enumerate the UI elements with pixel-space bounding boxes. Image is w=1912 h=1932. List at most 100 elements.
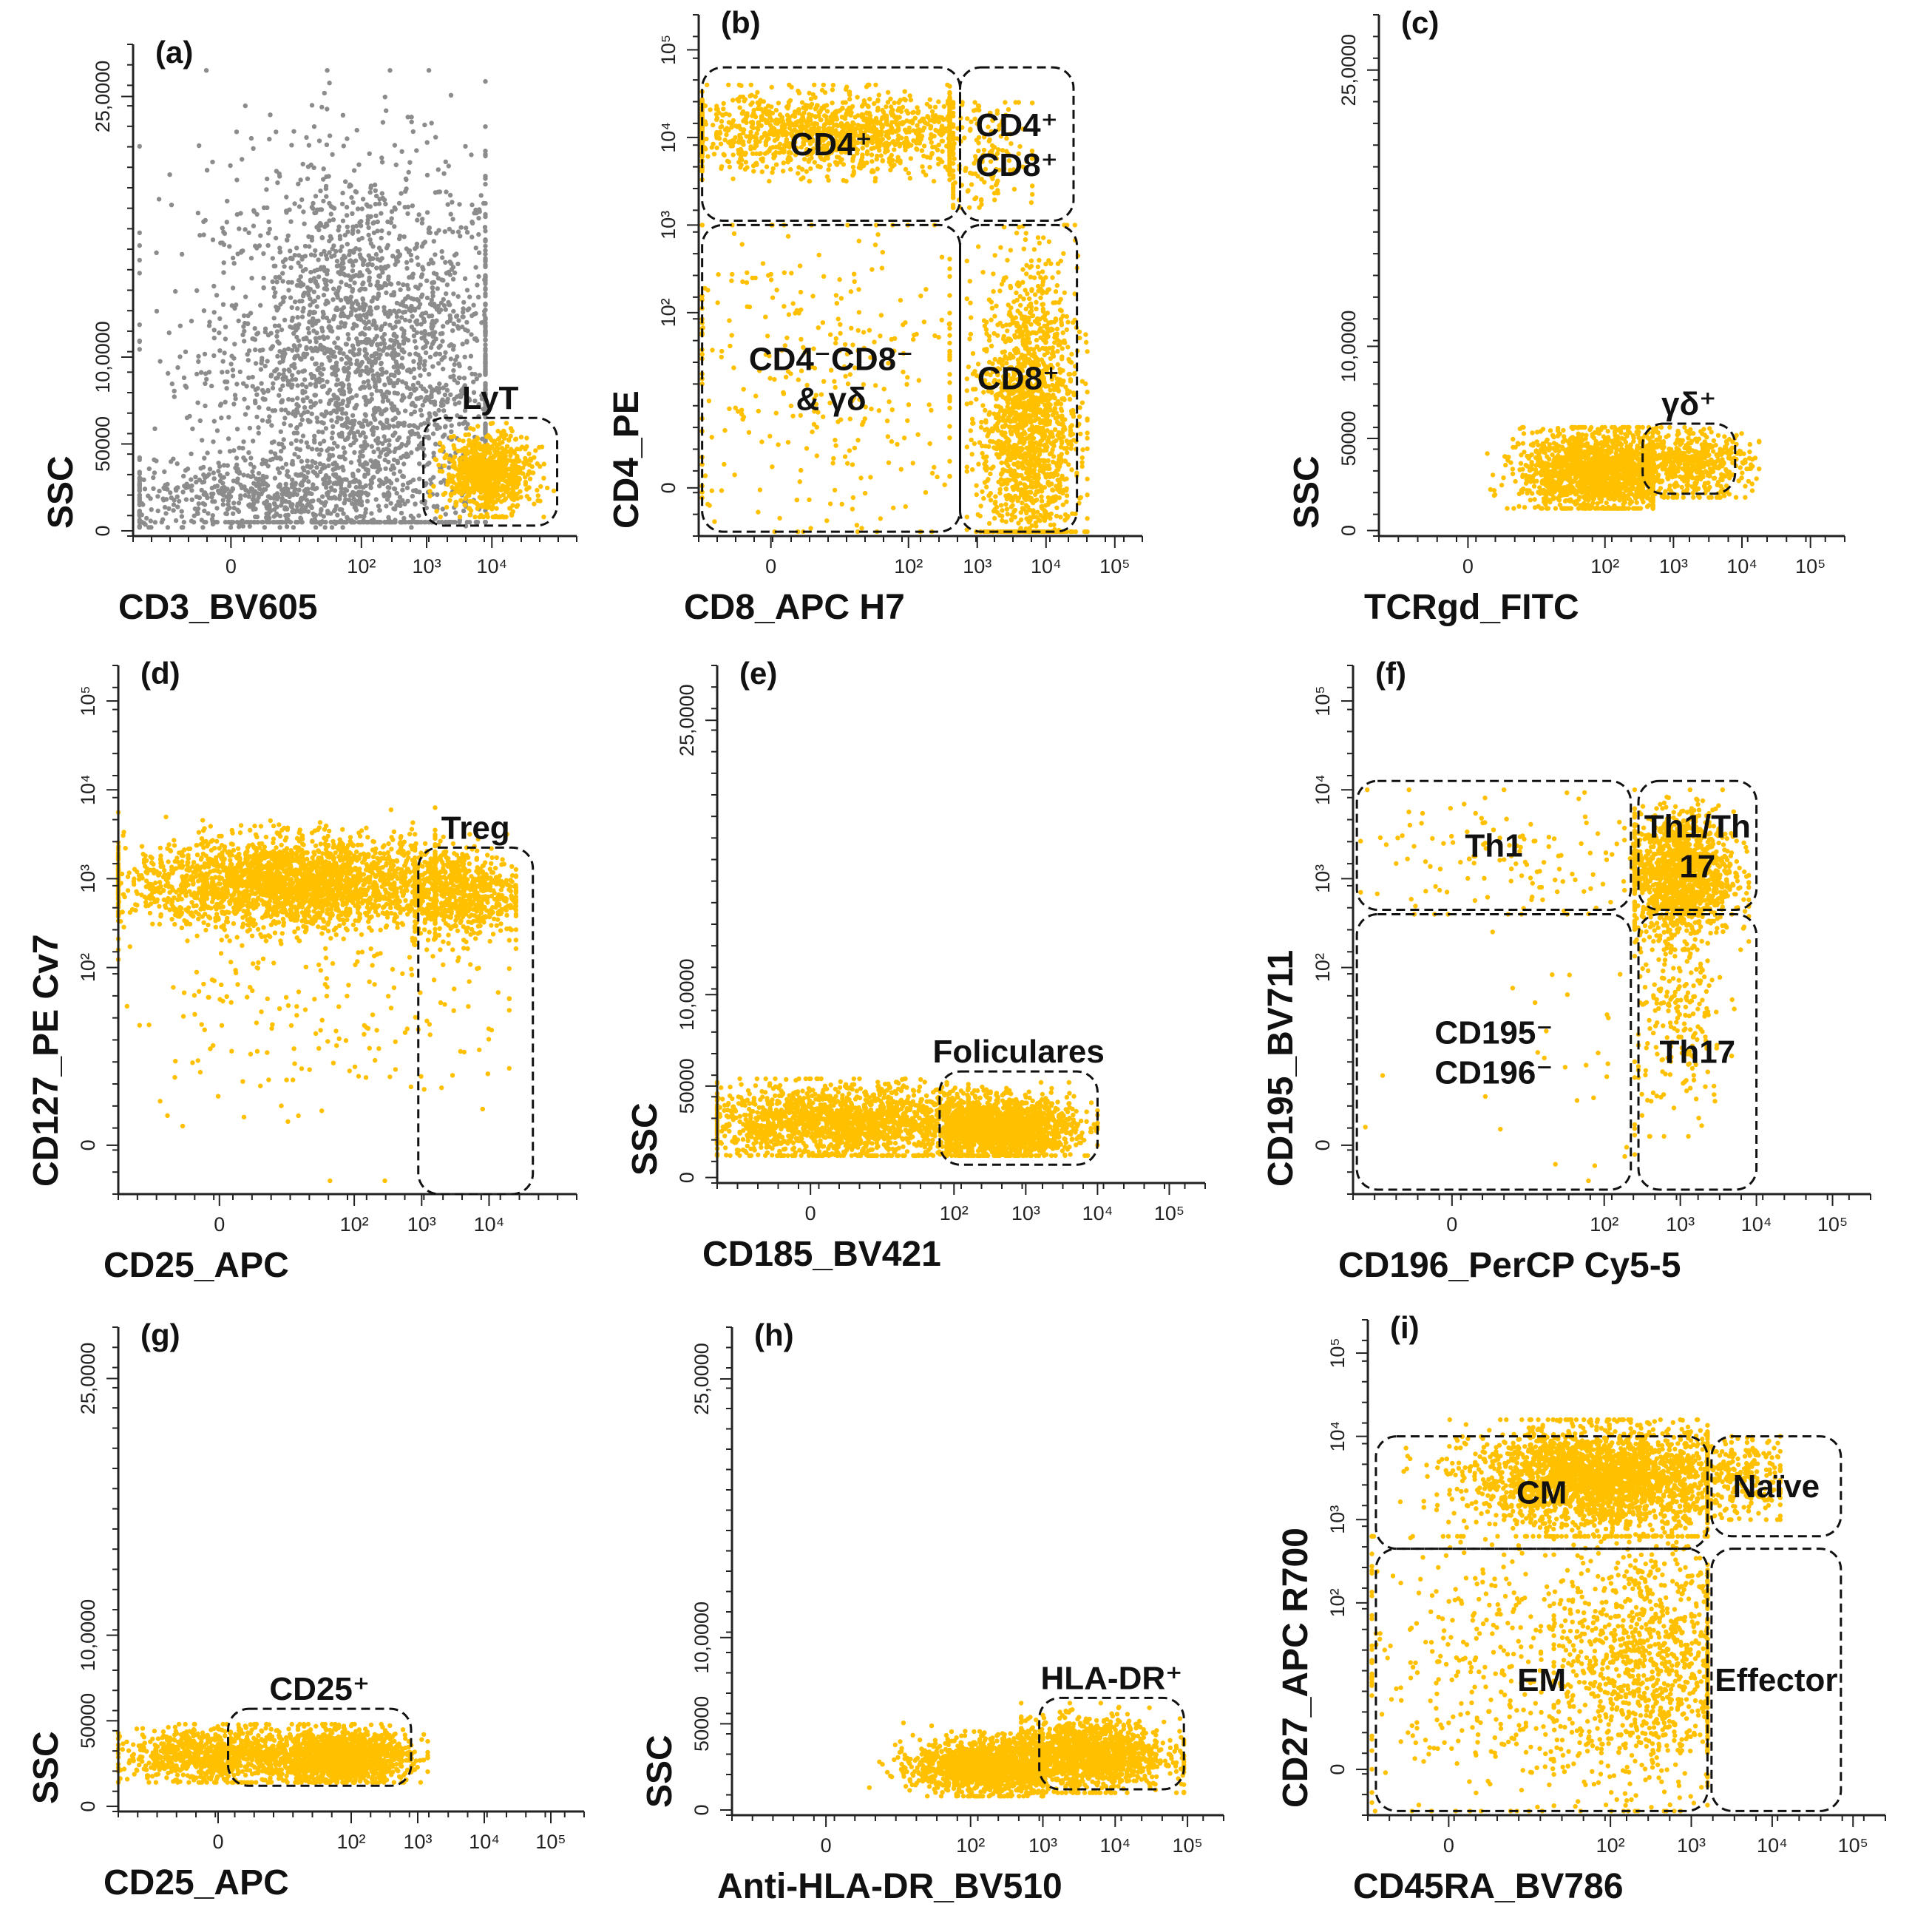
point <box>401 341 407 346</box>
point <box>319 265 324 270</box>
point <box>410 515 416 521</box>
point <box>439 399 445 404</box>
point <box>902 127 908 132</box>
point <box>475 282 480 288</box>
point <box>353 405 358 411</box>
point <box>532 501 537 506</box>
point <box>307 339 313 345</box>
point <box>339 430 345 435</box>
point <box>321 514 326 519</box>
point <box>219 416 224 421</box>
point <box>419 413 424 418</box>
point <box>483 248 488 253</box>
point <box>166 370 171 376</box>
point <box>378 361 384 367</box>
point <box>462 354 467 359</box>
point <box>437 381 442 387</box>
point <box>750 100 755 106</box>
point <box>255 386 260 391</box>
point <box>339 486 344 491</box>
point <box>424 140 430 145</box>
point <box>441 355 446 361</box>
point <box>268 346 274 351</box>
point <box>430 331 435 336</box>
point <box>417 360 423 366</box>
point <box>449 423 454 428</box>
point <box>260 418 265 423</box>
point <box>767 147 772 153</box>
point <box>368 311 373 317</box>
point <box>328 520 333 525</box>
point <box>345 416 350 421</box>
point <box>189 518 194 523</box>
point <box>362 412 368 417</box>
point <box>332 460 338 465</box>
point <box>465 328 470 333</box>
point <box>259 358 265 363</box>
point <box>404 186 409 191</box>
point <box>333 504 339 509</box>
point <box>433 516 438 521</box>
point <box>467 520 472 525</box>
gate-label: LyT <box>462 380 519 416</box>
point <box>450 217 455 222</box>
point <box>298 177 303 183</box>
point <box>399 191 404 196</box>
point <box>335 295 340 300</box>
point <box>342 324 348 329</box>
point <box>488 455 493 460</box>
point <box>439 249 444 254</box>
point <box>356 479 362 484</box>
point <box>456 362 461 367</box>
point <box>927 97 933 102</box>
point <box>400 365 405 370</box>
point <box>781 160 787 166</box>
point <box>460 342 465 347</box>
point <box>356 468 361 473</box>
point <box>373 305 379 311</box>
point <box>464 461 469 467</box>
point <box>483 237 488 243</box>
point <box>241 439 246 444</box>
point <box>414 330 420 335</box>
point <box>250 374 255 380</box>
point <box>246 450 251 455</box>
point <box>345 136 350 141</box>
point <box>304 384 309 390</box>
point <box>205 450 210 455</box>
point <box>359 273 365 278</box>
point <box>220 502 226 507</box>
point <box>248 135 254 141</box>
point <box>421 241 426 246</box>
point <box>490 504 495 509</box>
point <box>472 336 478 342</box>
point <box>246 230 251 235</box>
point <box>404 368 410 373</box>
point <box>903 166 909 172</box>
point <box>311 124 317 129</box>
point <box>533 448 538 453</box>
point <box>204 376 209 382</box>
point <box>270 385 276 391</box>
point <box>390 254 396 259</box>
point <box>296 487 302 492</box>
point <box>461 306 466 311</box>
point <box>382 331 387 337</box>
point <box>350 211 355 216</box>
point <box>356 520 362 525</box>
point <box>281 445 286 450</box>
point <box>801 105 806 110</box>
point <box>294 407 299 412</box>
point <box>362 384 367 390</box>
point <box>288 492 294 498</box>
point <box>301 209 306 214</box>
point <box>268 495 273 501</box>
point <box>394 478 400 483</box>
point <box>231 501 237 506</box>
point <box>245 321 251 326</box>
point <box>354 127 359 133</box>
point <box>308 382 313 387</box>
point <box>396 342 402 348</box>
point <box>452 454 458 459</box>
point <box>472 211 477 216</box>
